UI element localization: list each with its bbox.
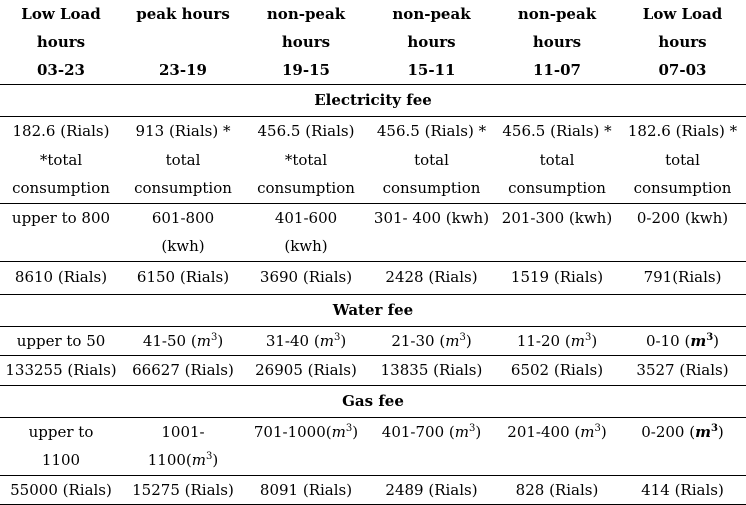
hour-code: 19-15 <box>244 56 368 85</box>
table-cell: 201-400 (m3) <box>495 417 619 476</box>
table-cell: 0-200 (kwh) <box>619 203 746 262</box>
table-cell: 13835 (Rials) <box>368 355 495 386</box>
header-cell: non-peak hours <box>266 5 346 51</box>
header-row-codes: 03-23 23-19 19-15 15-11 11-07 07-03 <box>0 56 746 85</box>
header-cell: Low Load hours <box>642 5 723 51</box>
table-cell: 8091 (Rials) <box>244 475 368 505</box>
water-cost-row: 133255 (Rials) 66627 (Rials) 26905 (Rial… <box>0 355 746 386</box>
table-cell: 15275 (Rials) <box>122 475 244 505</box>
table-cell: upper to 1100 <box>0 417 122 476</box>
table-cell: 41-50 (m3) <box>122 326 244 356</box>
table-cell: 0-200 (m3) <box>619 417 746 476</box>
table-cell: 2428 (Rials) <box>368 261 495 295</box>
hour-code: 23-19 <box>122 56 244 85</box>
table-cell: 1001-1100(m3) <box>122 417 244 476</box>
table-cell: 3690 (Rials) <box>244 261 368 295</box>
table-cell: 401-700 (m3) <box>368 417 495 476</box>
gas-range-row: upper to 1100 1001-1100(m3) 701-1000(m3)… <box>0 417 746 476</box>
section-title: Gas fee <box>0 385 746 418</box>
table-cell: 26905 (Rials) <box>244 355 368 386</box>
table-cell: 21-30 (m3) <box>368 326 495 356</box>
table-cell: 456.5 (Rials) *total consumption <box>244 116 368 204</box>
table-cell: upper to 50 <box>0 326 122 356</box>
gas-cost-row: 55000 (Rials) 15275 (Rials) 8091 (Rials)… <box>0 475 746 505</box>
section-water: Water fee <box>0 294 746 327</box>
table-cell: 0-10 (m3) <box>619 326 746 356</box>
section-title: Water fee <box>0 294 746 327</box>
table-cell: 182.6 (Rials) * total consumption <box>619 116 746 204</box>
table-cell: 2489 (Rials) <box>368 475 495 505</box>
table-cell: 55000 (Rials) <box>0 475 122 505</box>
electricity-cost-row: 8610 (Rials) 6150 (Rials) 3690 (Rials) 2… <box>0 261 746 295</box>
table-cell: 701-1000(m3) <box>244 417 368 476</box>
electricity-rate-row: 182.6 (Rials) *total consumption 913 (Ri… <box>0 116 746 204</box>
section-gas: Gas fee <box>0 385 746 418</box>
table-cell: 8610 (Rials) <box>0 261 122 295</box>
table-cell: 3527 (Rials) <box>619 355 746 386</box>
header-cell: peak hours <box>136 5 230 23</box>
table-cell: 456.5 (Rials) * total consumption <box>495 116 619 204</box>
table-cell: 401-600 (kwh) <box>244 203 368 262</box>
header-row-labels: Low Load hours peak hours non-peak hours n… <box>0 0 746 56</box>
hour-code: 11-07 <box>495 56 619 85</box>
table-cell: 201-300 (kwh) <box>495 203 619 262</box>
hour-code: 07-03 <box>619 56 746 85</box>
table-cell: 913 (Rials) * total consumption <box>122 116 244 204</box>
table-cell: 31-40 (m3) <box>244 326 368 356</box>
water-range-row: upper to 50 41-50 (m3) 31-40 (m3) 21-30 … <box>0 326 746 356</box>
table-cell: 66627 (Rials) <box>122 355 244 386</box>
hour-code: 15-11 <box>368 56 495 85</box>
hour-code: 03-23 <box>0 56 122 85</box>
table-cell: 301- 400 (kwh) <box>368 203 495 262</box>
table-cell: 828 (Rials) <box>495 475 619 505</box>
table-cell: upper to 800 <box>0 203 122 262</box>
table-cell: 11-20 (m3) <box>495 326 619 356</box>
header-cell: non-peak hours <box>392 5 471 51</box>
table-cell: 6502 (Rials) <box>495 355 619 386</box>
table-cell: 601-800 (kwh) <box>122 203 244 262</box>
header-cell: Low Load hours <box>21 5 101 51</box>
table-cell: 1519 (Rials) <box>495 261 619 295</box>
table-cell: 6150 (Rials) <box>122 261 244 295</box>
table-cell: 791(Rials) <box>619 261 746 295</box>
header-cell: non-peak hours <box>517 5 597 51</box>
electricity-range-row: upper to 800 601-800 (kwh) 401-600 (kwh)… <box>0 203 746 262</box>
table-cell: 414 (Rials) <box>619 475 746 505</box>
table-cell: 133255 (Rials) <box>0 355 122 386</box>
section-electricity: Electricity fee <box>0 84 746 117</box>
table-cell: 456.5 (Rials) * total consumption <box>368 116 495 204</box>
section-title: Electricity fee <box>0 84 746 117</box>
table-cell: 182.6 (Rials) *total consumption <box>0 116 122 204</box>
